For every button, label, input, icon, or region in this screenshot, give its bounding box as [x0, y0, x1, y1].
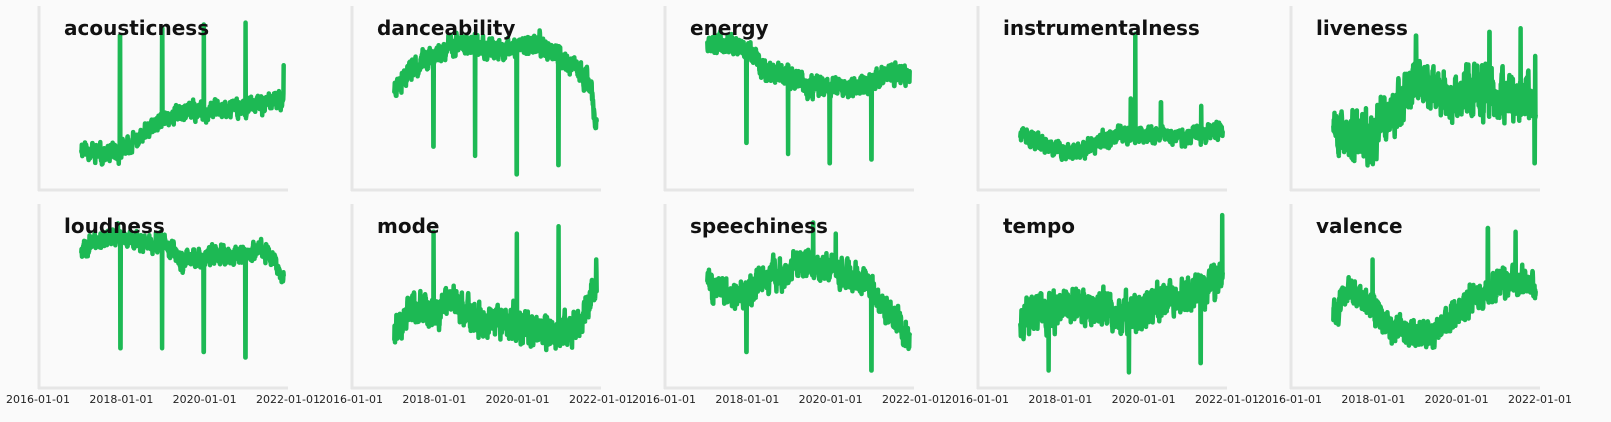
panel-title: valence	[1316, 214, 1403, 238]
x-tick-label: 2022-01-01	[1195, 393, 1259, 406]
x-tick-label: 2022-01-01	[882, 393, 946, 406]
series-line	[79, 20, 286, 167]
x-tick-label: 2020-01-01	[1111, 393, 1176, 406]
x-tick-label: 2018-01-01	[1341, 393, 1406, 406]
plot-area	[37, 6, 288, 192]
panel-title: mode	[377, 214, 440, 238]
x-tick-label: 2020-01-01	[485, 393, 550, 406]
panel-loudness: loudness	[37, 204, 288, 390]
series-line	[1331, 225, 1538, 350]
panel-speechiness: speechiness	[663, 204, 914, 390]
x-tick-label: 2020-01-01	[798, 393, 863, 406]
series-line	[1331, 25, 1538, 168]
panel-title: liveness	[1316, 16, 1408, 40]
x-tick-label: 2022-01-01	[1508, 393, 1572, 406]
x-tick-label: 2016-01-01	[1258, 393, 1322, 406]
x-tick-label: 2020-01-01	[172, 393, 237, 406]
panel-title: loudness	[64, 214, 165, 238]
panel-title: acousticness	[64, 16, 210, 40]
series-line	[79, 221, 286, 360]
plot-area	[350, 6, 601, 192]
plot-area	[976, 204, 1227, 390]
x-tick-label: 2018-01-01	[89, 393, 154, 406]
plot-area	[37, 204, 288, 390]
panel-title: tempo	[1003, 214, 1076, 238]
x-tick-label: 2016-01-01	[632, 393, 696, 406]
x-tick-label: 2018-01-01	[1028, 393, 1093, 406]
series-line	[392, 28, 599, 177]
plot-area	[350, 204, 601, 390]
panel-title: speechiness	[690, 214, 828, 238]
plot-area	[1289, 204, 1540, 390]
panel-title: danceability	[377, 16, 516, 40]
series-line	[1018, 212, 1225, 375]
plot-area	[976, 6, 1227, 192]
panel-danceability: danceability	[350, 6, 601, 192]
panel-acousticness: acousticness	[37, 6, 288, 192]
plot-area	[1289, 6, 1540, 192]
x-tick-label: 2020-01-01	[1424, 393, 1489, 406]
x-tick-label: 2016-01-01	[945, 393, 1009, 406]
series-line	[705, 220, 912, 373]
panel-tempo: tempo	[976, 204, 1227, 390]
series-line	[1018, 31, 1225, 162]
panel-instrumentalness: instrumentalness	[976, 6, 1227, 192]
panel-title: energy	[690, 16, 769, 40]
x-tick-label: 2018-01-01	[715, 393, 780, 406]
panel-energy: energy	[663, 6, 914, 192]
panel-valence: valence	[1289, 204, 1540, 390]
x-tick-label: 2016-01-01	[319, 393, 383, 406]
panel-mode: mode	[350, 204, 601, 390]
x-tick-label: 2022-01-01	[256, 393, 320, 406]
plot-area	[663, 204, 914, 390]
series-line	[392, 223, 599, 353]
panel-title: instrumentalness	[1003, 16, 1200, 40]
x-tick-label: 2022-01-01	[569, 393, 633, 406]
x-tick-label: 2018-01-01	[402, 393, 467, 406]
plot-area	[663, 6, 914, 192]
panel-liveness: liveness	[1289, 6, 1540, 192]
series-line	[705, 28, 912, 166]
x-tick-label: 2016-01-01	[6, 393, 70, 406]
